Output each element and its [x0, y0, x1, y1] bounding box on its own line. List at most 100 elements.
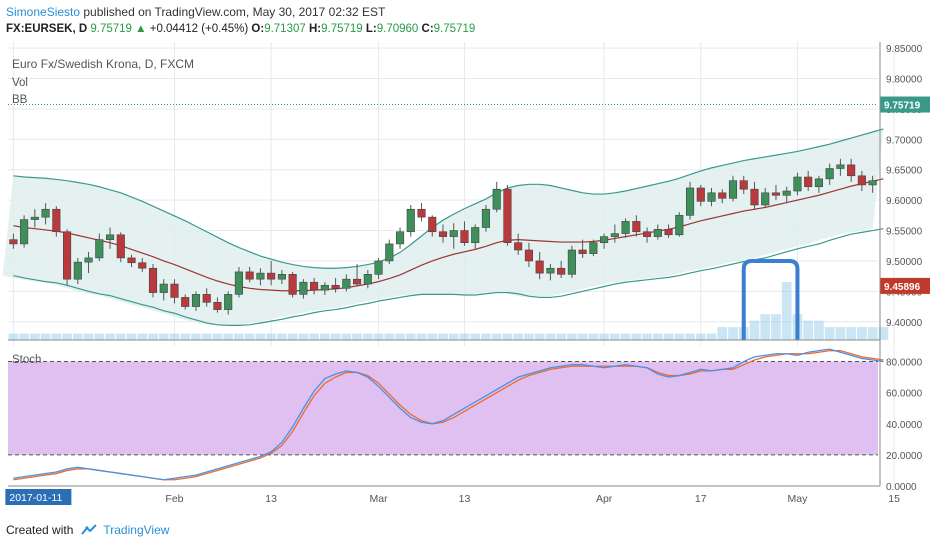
time-axis[interactable]: 2017-01-11 Feb 13 Mar 13 Apr 17 May 15: [5, 485, 900, 505]
volume-bar: [835, 327, 846, 340]
volume-bar: [556, 333, 566, 340]
stoch-pane[interactable]: 80.0000 60.0000 40.0000 20.0000 0.0000: [8, 346, 923, 493]
bb-basis-line: [13, 178, 884, 292]
candle-down: [739, 180, 748, 190]
candle-down: [750, 188, 759, 206]
candle-up: [621, 221, 630, 234]
candle-down: [643, 231, 652, 237]
candle-up: [20, 219, 29, 245]
price-tick-label: 9.80000: [886, 74, 923, 85]
volume-bar: [330, 333, 341, 340]
volume-bar: [405, 333, 416, 340]
volume-bar: [373, 333, 384, 340]
time-tick-label: 13: [265, 493, 277, 505]
price-label-bg: [880, 277, 930, 294]
candle-up: [707, 192, 716, 202]
high-label: H:: [308, 23, 322, 35]
volume-bar: [814, 320, 824, 340]
candle-down: [428, 216, 437, 233]
candle-up: [395, 231, 405, 245]
volume-bar: [459, 333, 470, 340]
volume-bar: [685, 333, 695, 340]
volume-bar: [416, 333, 427, 340]
stoch-band-fill: [8, 361, 878, 455]
close-value: 9.75719: [433, 23, 476, 35]
candle-down: [632, 221, 641, 233]
candle-up: [610, 233, 619, 237]
volume-bar: [83, 333, 94, 340]
volume-bar: [19, 333, 29, 340]
candle-down: [664, 229, 673, 236]
volume-bar: [137, 333, 148, 340]
volume-bar: [771, 314, 781, 340]
candle-up: [256, 272, 265, 280]
volume-bar: [567, 333, 577, 340]
footer: Created with TradingView: [6, 523, 169, 537]
chart-area[interactable]: 9.850009.800009.750009.700009.650009.600…: [0, 40, 932, 520]
price-pane[interactable]: 9.850009.800009.750009.700009.650009.600…: [2, 42, 930, 486]
tradingview-brand-link[interactable]: TradingView: [103, 523, 170, 537]
price-label-text: 9.45896: [884, 282, 921, 293]
volume-bar: [534, 333, 545, 340]
volume-bar: [760, 314, 771, 340]
volume-bar: [158, 333, 169, 340]
candle-down: [353, 278, 362, 285]
time-tick-label: 2017-01-11: [9, 492, 62, 504]
volume-bar: [352, 333, 362, 340]
volume-bar: [749, 320, 760, 340]
created-with-label: Created with: [6, 523, 74, 537]
price-tick-label: 9.40000: [886, 318, 923, 329]
time-tick-label: May: [788, 493, 809, 505]
time-tick-label: 17: [695, 493, 707, 505]
volume-bar: [502, 333, 513, 340]
stoch-tick-label: 40.0000: [886, 420, 923, 431]
candle-up: [224, 294, 233, 310]
volume-bar: [8, 333, 19, 340]
volume-bar: [180, 333, 191, 340]
volume-bar: [438, 333, 448, 340]
volume-bar: [663, 333, 674, 340]
candle-down: [63, 231, 72, 280]
stoch-tick-label: 80.0000: [886, 358, 923, 369]
volume-bar: [40, 333, 51, 340]
candle-up: [653, 229, 662, 237]
candle-down: [460, 230, 469, 243]
candle-down: [181, 297, 190, 307]
volume-bar: [878, 327, 889, 340]
price-tick-label: 9.55000: [886, 227, 923, 238]
bb-upper-line: [13, 128, 884, 269]
candle-down: [331, 284, 340, 289]
volume-bar: [857, 327, 867, 340]
volume-bar: [169, 333, 180, 340]
candle-up: [471, 227, 480, 243]
candle-up: [546, 267, 555, 274]
candle-down: [696, 187, 705, 202]
volume-bar: [717, 327, 728, 340]
volume-bar: [244, 333, 255, 340]
stoch-tick-label: 60.0000: [886, 389, 923, 400]
candle-up: [492, 188, 501, 210]
volume-bar: [481, 333, 491, 340]
price-tick-label: 9.65000: [886, 166, 923, 177]
candle-up: [84, 257, 93, 263]
volume-bar: [599, 333, 609, 340]
annotation-bracket: [741, 258, 800, 340]
candle-up: [782, 190, 791, 196]
price-tick-label: 9.50000: [886, 257, 923, 268]
volume-bar: [341, 333, 352, 340]
volume-bar: [191, 333, 201, 340]
volume-bar: [223, 333, 234, 340]
bb-lower-line: [13, 228, 884, 327]
candle-up: [30, 216, 39, 220]
candle-down: [847, 164, 856, 177]
time-tick-label: Mar: [370, 493, 389, 505]
price-label-text: 9.75719: [884, 101, 921, 112]
volume-bar: [867, 327, 878, 340]
symbol-label: FX:EURSEK, D: [6, 23, 88, 35]
author-link[interactable]: SimoneSiesto: [6, 5, 81, 19]
volume-bar: [277, 333, 287, 340]
candle-up: [159, 283, 168, 293]
candle-down: [514, 242, 523, 251]
candle-down: [148, 267, 158, 293]
close-label: C:: [421, 23, 434, 35]
